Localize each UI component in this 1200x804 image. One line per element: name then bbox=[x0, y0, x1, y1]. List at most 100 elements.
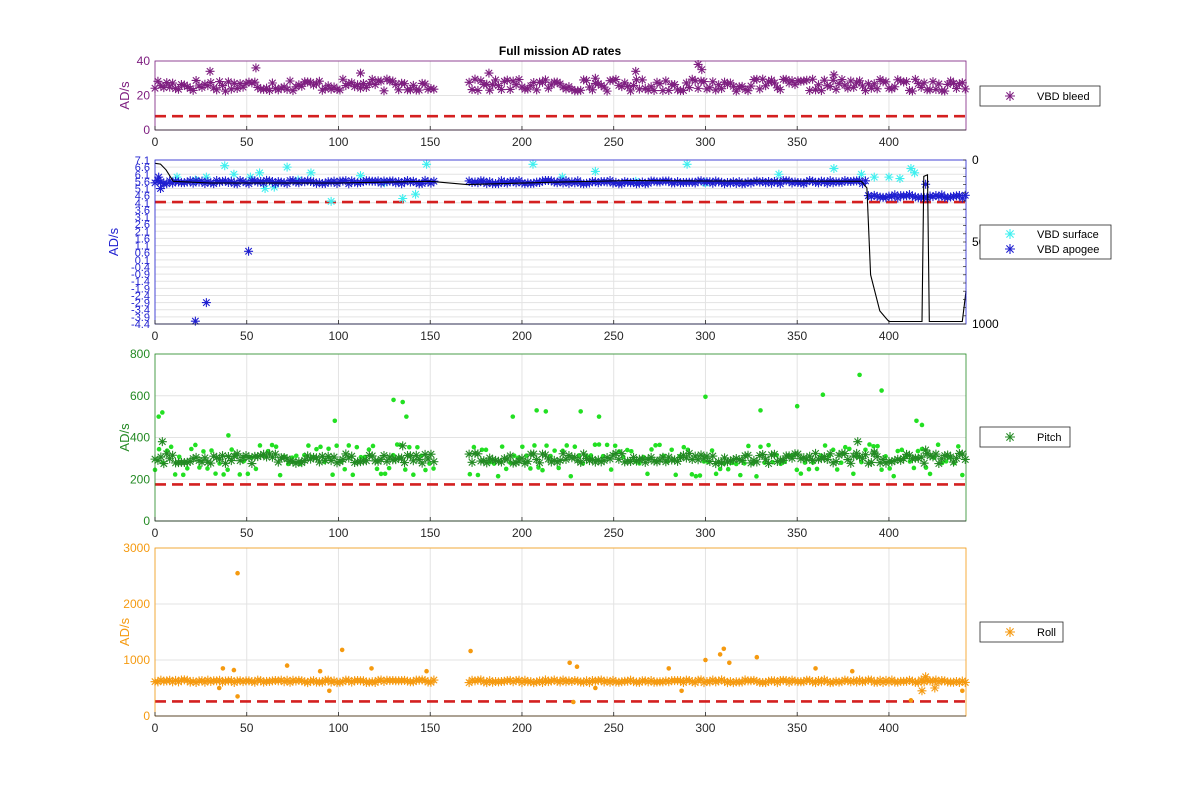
legend[interactable]: Roll bbox=[979, 621, 1064, 643]
data-point bbox=[849, 82, 859, 92]
data-point bbox=[464, 176, 474, 186]
data-point bbox=[571, 699, 576, 705]
data-point bbox=[226, 84, 236, 94]
data-point bbox=[904, 190, 914, 200]
data-point bbox=[907, 676, 917, 686]
data-point bbox=[584, 678, 594, 688]
data-point bbox=[860, 676, 870, 686]
data-point bbox=[264, 86, 274, 96]
data-point bbox=[206, 77, 216, 87]
x-tick-label: 350 bbox=[787, 526, 807, 540]
axes: 0 50 100 150 200 250 300 350 4007.16.66.15.65.14… bbox=[106, 153, 999, 343]
data-point bbox=[925, 451, 935, 461]
data-point bbox=[338, 677, 348, 687]
data-point bbox=[711, 459, 721, 469]
x-tick-label: 350 bbox=[787, 135, 807, 149]
data-point bbox=[570, 178, 580, 188]
data-point bbox=[772, 678, 782, 688]
data-point bbox=[423, 84, 433, 94]
data-point bbox=[725, 456, 735, 466]
data-point bbox=[514, 75, 524, 85]
y-tick-label: 2.1 bbox=[135, 226, 150, 238]
data-point bbox=[673, 177, 683, 187]
data-point bbox=[893, 677, 903, 687]
data-point bbox=[424, 668, 429, 674]
data-point bbox=[226, 456, 236, 466]
data-point bbox=[761, 81, 771, 91]
data-point bbox=[188, 676, 198, 686]
data-point bbox=[928, 77, 938, 87]
data-point bbox=[273, 676, 283, 686]
data-point bbox=[344, 78, 354, 88]
data-point bbox=[863, 447, 868, 453]
legend[interactable]: VBD surface VBD apogee bbox=[979, 224, 1112, 260]
data-point bbox=[238, 176, 248, 186]
data-point bbox=[356, 83, 366, 93]
data-point bbox=[733, 461, 739, 467]
data-point bbox=[367, 677, 377, 687]
data-point bbox=[191, 677, 201, 687]
y-tick-label: 3.1 bbox=[135, 212, 150, 224]
data-point bbox=[423, 467, 428, 473]
data-point bbox=[796, 454, 806, 464]
data-point bbox=[482, 458, 492, 468]
data-point bbox=[402, 676, 412, 686]
y-tick-label: 0.1 bbox=[135, 255, 150, 267]
data-point bbox=[829, 164, 839, 174]
data-point bbox=[291, 676, 301, 686]
data-point bbox=[866, 83, 876, 93]
data-point bbox=[925, 85, 935, 95]
data-point bbox=[814, 466, 820, 472]
data-point bbox=[285, 677, 295, 687]
data-point bbox=[282, 675, 292, 685]
data-point bbox=[593, 79, 603, 89]
data-point bbox=[182, 675, 192, 685]
data-point bbox=[746, 81, 756, 91]
data-point bbox=[555, 677, 565, 687]
data-point bbox=[951, 83, 961, 93]
data-point bbox=[699, 678, 709, 688]
x-tick-label: 200 bbox=[512, 135, 532, 149]
data-point bbox=[488, 677, 498, 687]
data-point bbox=[277, 472, 283, 478]
data-point bbox=[911, 465, 917, 471]
data-point bbox=[931, 449, 941, 459]
data-point bbox=[699, 453, 709, 463]
data-point bbox=[721, 646, 727, 652]
data-point bbox=[493, 456, 503, 466]
data-point bbox=[201, 298, 211, 308]
data-point bbox=[820, 392, 826, 398]
data-point bbox=[781, 74, 791, 84]
data-point bbox=[578, 409, 583, 414]
axes: 0 50 100 150 200 250 300 350 400 0 20 40 AD/s bbox=[117, 54, 967, 149]
data-point bbox=[758, 449, 768, 459]
y-tick-label: 40 bbox=[137, 54, 151, 68]
data-point bbox=[813, 178, 823, 188]
data-point bbox=[928, 192, 938, 202]
data-point bbox=[423, 177, 433, 187]
data-point bbox=[552, 457, 562, 467]
x-tick-label: 0 bbox=[152, 526, 159, 540]
data-point bbox=[637, 177, 647, 187]
data-point bbox=[805, 451, 815, 461]
data-point bbox=[755, 84, 765, 94]
data-point bbox=[684, 448, 694, 458]
data-point bbox=[843, 83, 853, 93]
legend[interactable]: Pitch bbox=[979, 426, 1071, 448]
data-point bbox=[705, 677, 715, 687]
data-point bbox=[212, 176, 222, 186]
data-point bbox=[223, 77, 233, 87]
data-point bbox=[168, 178, 178, 188]
y-tick-label: -1.4 bbox=[131, 276, 150, 288]
data-point bbox=[218, 677, 228, 687]
x-tick-label: 400 bbox=[879, 526, 899, 540]
data-point bbox=[159, 459, 169, 469]
y-tick-label: 2000 bbox=[123, 597, 150, 611]
data-point bbox=[156, 452, 166, 462]
data-point bbox=[608, 178, 618, 188]
legend[interactable]: VBD bleed bbox=[979, 85, 1101, 107]
data-point bbox=[896, 76, 906, 86]
data-point bbox=[689, 472, 695, 477]
data-point bbox=[869, 190, 879, 200]
data-point bbox=[282, 84, 292, 94]
